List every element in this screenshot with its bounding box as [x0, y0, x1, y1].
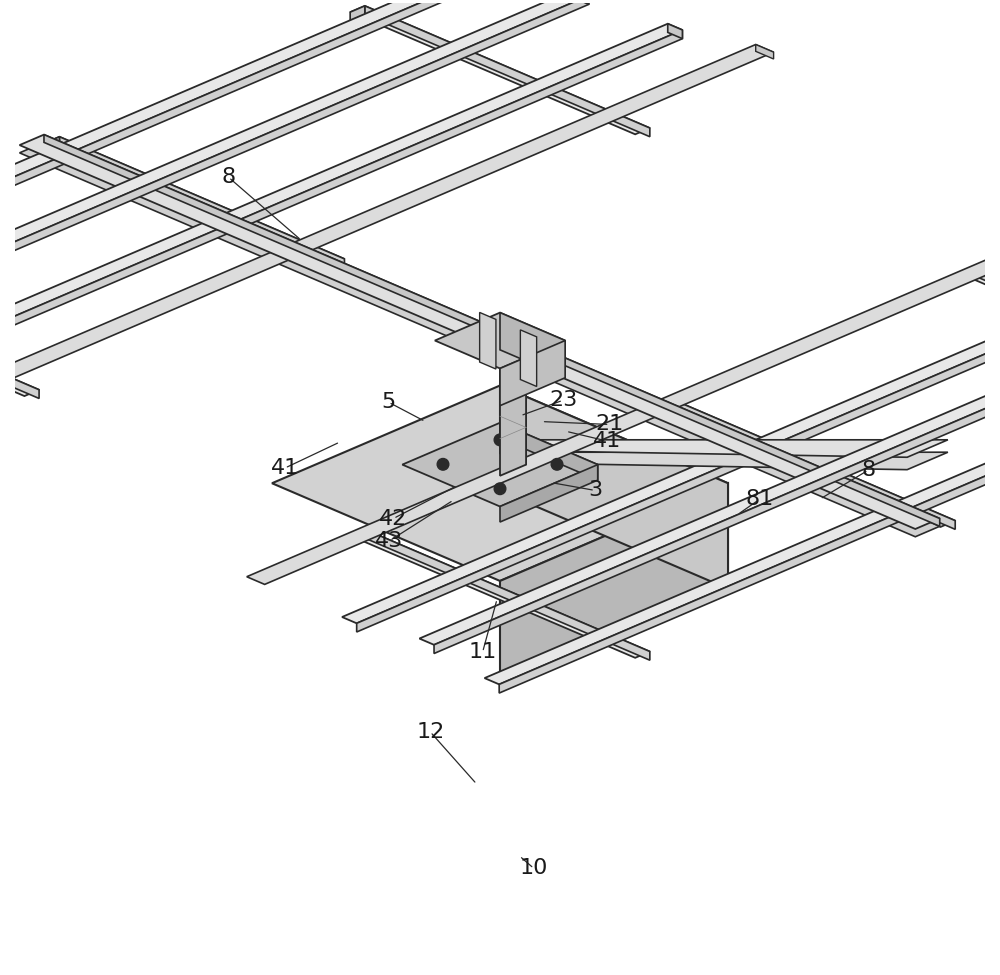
Polygon shape	[756, 45, 774, 59]
Polygon shape	[500, 340, 565, 406]
Text: 42: 42	[379, 509, 407, 528]
Polygon shape	[961, 267, 976, 283]
Polygon shape	[0, 23, 682, 397]
Polygon shape	[500, 452, 948, 470]
Circle shape	[437, 458, 449, 470]
Polygon shape	[0, 0, 520, 327]
Polygon shape	[247, 202, 1000, 584]
Polygon shape	[357, 256, 1000, 632]
Polygon shape	[485, 312, 1000, 684]
Text: 8: 8	[221, 168, 236, 187]
Text: 43: 43	[375, 530, 404, 551]
Polygon shape	[480, 312, 496, 369]
Polygon shape	[0, 0, 520, 335]
Polygon shape	[0, 267, 39, 396]
Polygon shape	[59, 136, 344, 267]
Polygon shape	[474, 330, 526, 352]
Polygon shape	[574, 0, 589, 4]
Polygon shape	[500, 330, 526, 465]
Polygon shape	[976, 267, 1000, 399]
Polygon shape	[0, 0, 589, 353]
Polygon shape	[0, 267, 39, 399]
Polygon shape	[45, 136, 59, 152]
Polygon shape	[434, 287, 1000, 653]
Polygon shape	[435, 313, 565, 369]
Text: 5: 5	[381, 392, 396, 412]
Polygon shape	[500, 484, 728, 686]
Circle shape	[551, 458, 563, 470]
Polygon shape	[0, 45, 774, 427]
Polygon shape	[20, 142, 940, 537]
Text: 11: 11	[468, 643, 497, 662]
Circle shape	[494, 483, 506, 494]
Polygon shape	[272, 385, 728, 581]
Text: 10: 10	[520, 859, 548, 878]
Text: 8: 8	[861, 460, 875, 480]
Polygon shape	[961, 267, 1000, 396]
Polygon shape	[668, 23, 682, 39]
Polygon shape	[365, 6, 650, 136]
Polygon shape	[500, 440, 948, 457]
Polygon shape	[520, 330, 537, 386]
Polygon shape	[365, 529, 650, 660]
Circle shape	[494, 434, 506, 446]
Polygon shape	[499, 318, 1000, 693]
Polygon shape	[419, 281, 1000, 644]
Polygon shape	[350, 6, 650, 135]
Polygon shape	[342, 251, 1000, 623]
Text: 3: 3	[588, 481, 602, 500]
Text: 81: 81	[746, 489, 774, 509]
Text: 41: 41	[271, 458, 299, 478]
Polygon shape	[0, 30, 682, 406]
Polygon shape	[20, 135, 940, 529]
Polygon shape	[350, 529, 650, 658]
Polygon shape	[350, 529, 365, 544]
Text: 21: 21	[595, 414, 624, 435]
Polygon shape	[44, 135, 940, 526]
Polygon shape	[500, 313, 565, 377]
Polygon shape	[500, 340, 526, 476]
Text: 23: 23	[549, 390, 577, 410]
Polygon shape	[45, 136, 344, 265]
Polygon shape	[350, 6, 365, 20]
Text: 41: 41	[593, 431, 621, 451]
Polygon shape	[656, 399, 955, 526]
Polygon shape	[670, 399, 955, 529]
Polygon shape	[500, 385, 728, 589]
Polygon shape	[500, 423, 598, 480]
Text: 12: 12	[416, 722, 444, 742]
Polygon shape	[656, 399, 670, 413]
Polygon shape	[0, 0, 589, 362]
Polygon shape	[500, 465, 598, 522]
Polygon shape	[402, 423, 598, 506]
